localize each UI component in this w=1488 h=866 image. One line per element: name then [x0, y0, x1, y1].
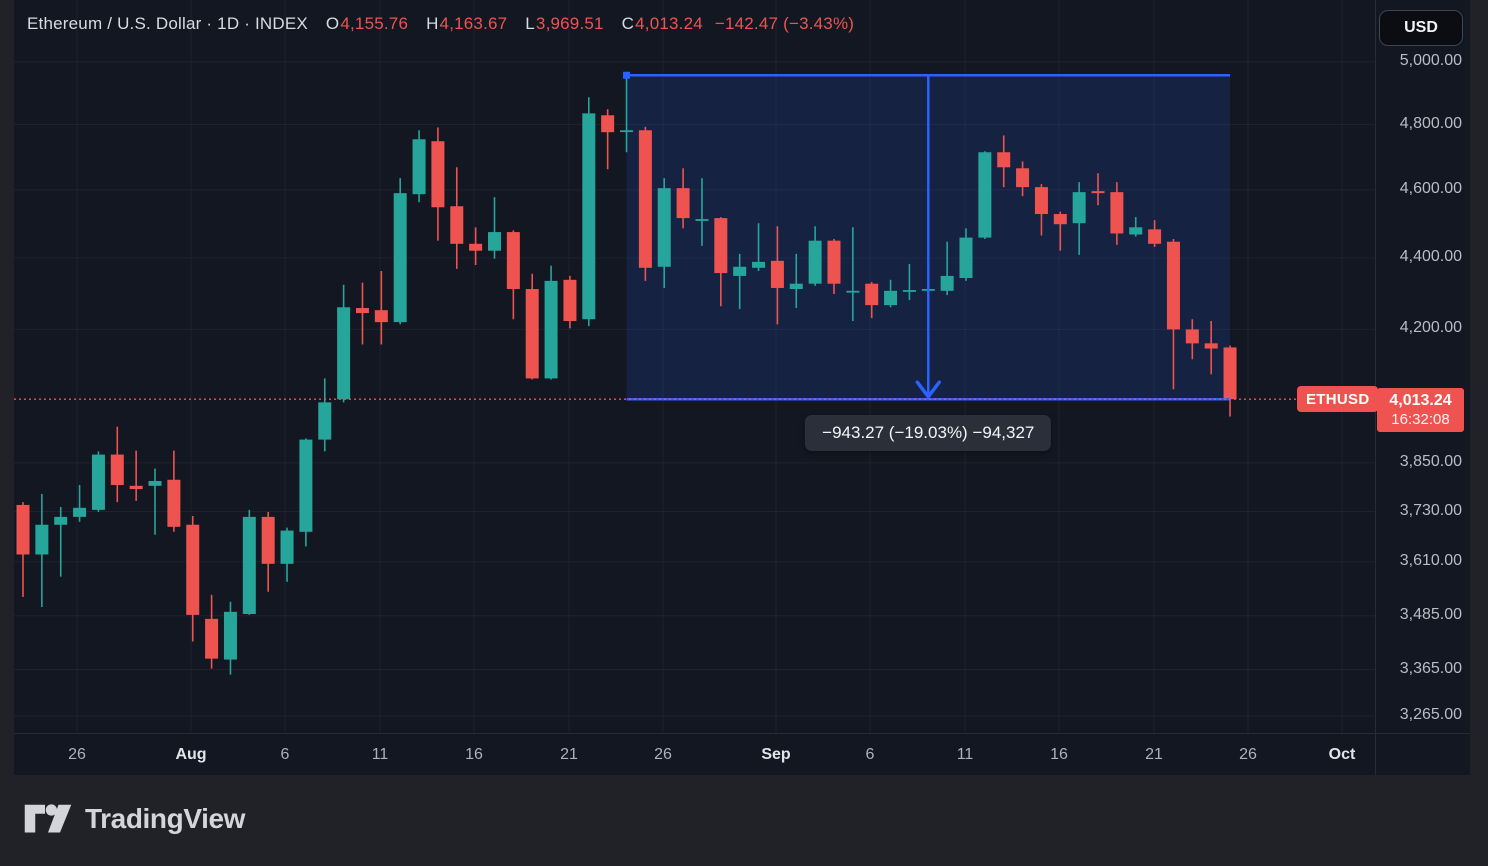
time-tick-label: Aug — [175, 746, 207, 763]
price-tick-label: 4,200.00 — [1399, 319, 1462, 337]
price-tick-label: 4,600.00 — [1399, 179, 1462, 197]
time-tick-label: 26 — [654, 746, 672, 763]
time-tick-label: 26 — [68, 746, 86, 763]
price-tick-label: 3,610.00 — [1399, 551, 1462, 569]
price-tick-label: 3,850.00 — [1399, 452, 1462, 470]
symbol-title[interactable]: Ethereum / U.S. Dollar · 1D · INDEX — [27, 14, 308, 33]
tradingview-logo-icon — [24, 804, 72, 833]
currency-toggle-button[interactable]: USD — [1379, 10, 1463, 46]
price-tick-label: 3,730.00 — [1399, 501, 1462, 519]
close-label: C — [621, 14, 635, 33]
tradingview-logo[interactable]: TradingView — [24, 799, 245, 839]
candlestick-chart[interactable] — [0, 0, 1470, 775]
time-tick-label: 6 — [865, 746, 875, 763]
low-value: 3,969.51 — [535, 14, 604, 33]
time-tick-label: 16 — [1050, 746, 1068, 763]
time-tick-label: 11 — [956, 746, 974, 763]
time-tick-label: 21 — [1145, 746, 1163, 763]
low-label: L — [525, 14, 535, 33]
open-label: O — [325, 14, 340, 33]
last-price-axis-label: 4,013.24 16:32:08 — [1377, 388, 1464, 433]
close-value: 4,013.24 — [635, 14, 703, 33]
time-tick-label: Sep — [761, 746, 791, 763]
price-tick-label: 3,365.00 — [1399, 659, 1462, 677]
price-tick-label: 3,265.00 — [1399, 705, 1462, 723]
price-tick-label: 4,800.00 — [1399, 114, 1462, 132]
measure-tooltip: −943.27 (−19.03%) −94,327 — [805, 415, 1052, 452]
price-tick-label: 4,400.00 — [1399, 248, 1462, 266]
time-axis-separator — [14, 733, 1470, 734]
time-tick-label: 26 — [1239, 746, 1257, 763]
symbol-legend: Ethereum / U.S. Dollar · 1D · INDEX O4,1… — [27, 14, 861, 34]
symbol-price-line-badge: ETHUSD — [1297, 386, 1379, 413]
price-tick-label: 3,485.00 — [1399, 605, 1462, 623]
tradingview-logo-text: TradingView — [85, 803, 246, 834]
time-tick-label: 16 — [465, 746, 483, 763]
time-tick-label: 6 — [280, 746, 290, 763]
time-tick-label: Oct — [1328, 746, 1356, 763]
high-value: 4,163.67 — [439, 14, 508, 33]
change-value: −142.47 (−3.43%) — [714, 14, 855, 33]
open-value: 4,155.76 — [340, 14, 409, 33]
time-tick-label: 11 — [371, 746, 389, 763]
time-tick-label: 21 — [560, 746, 578, 763]
last-price-value: 4,013.24 — [1389, 392, 1452, 410]
high-label: H — [426, 14, 439, 33]
price-tick-label: 5,000.00 — [1399, 51, 1462, 69]
bar-countdown: 16:32:08 — [1391, 411, 1450, 429]
